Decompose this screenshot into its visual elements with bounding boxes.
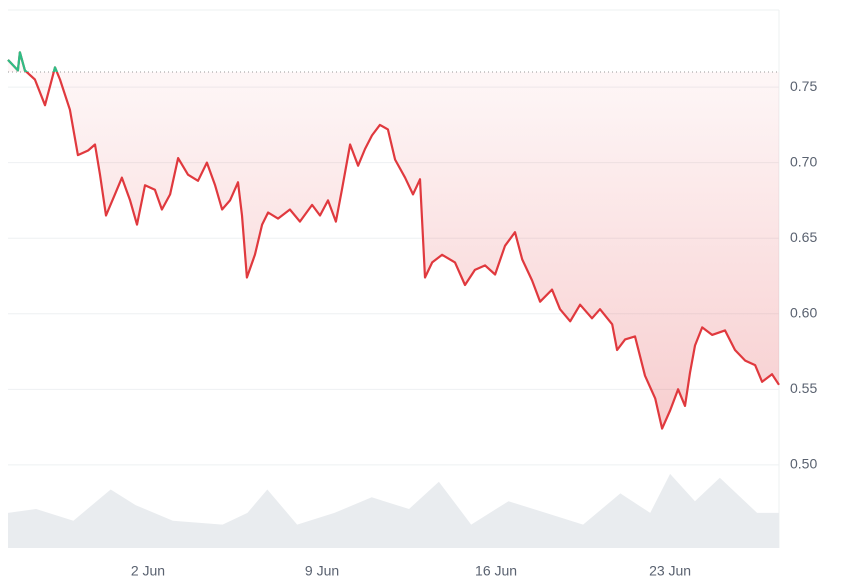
x-tick-label: 2 Jun bbox=[131, 563, 165, 579]
x-tick-label: 16 Jun bbox=[475, 563, 517, 579]
volume-area bbox=[8, 473, 779, 548]
x-tick-label: 23 Jun bbox=[649, 563, 691, 579]
y-tick-label: 0.60 bbox=[790, 304, 817, 320]
area-fill bbox=[8, 52, 779, 429]
y-tick-label: 0.70 bbox=[790, 153, 817, 169]
y-tick-label: 0.65 bbox=[790, 229, 817, 245]
price-line bbox=[7, 51, 780, 430]
x-tick-label: 9 Jun bbox=[305, 563, 339, 579]
y-tick-label: 0.75 bbox=[790, 78, 817, 94]
y-tick-label: 0.50 bbox=[790, 456, 817, 472]
y-tick-label: 0.55 bbox=[790, 380, 817, 396]
